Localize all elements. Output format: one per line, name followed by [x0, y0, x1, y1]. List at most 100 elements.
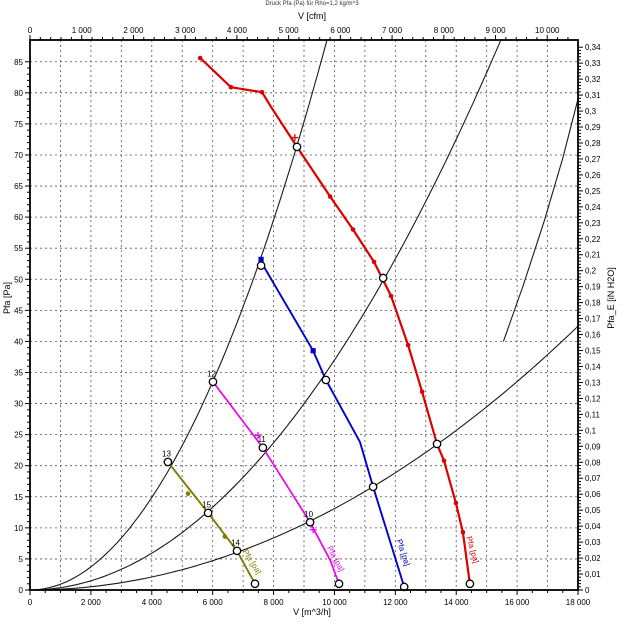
- tick-label: 4 000: [142, 598, 163, 607]
- tick-label: 12 000: [383, 598, 408, 607]
- curve-point-plus: [291, 134, 299, 141]
- operating-point-circle: [368, 482, 378, 492]
- operating-point-circle: [258, 443, 268, 453]
- tick-label: 80: [14, 89, 23, 98]
- tick-label: 0,03: [585, 538, 601, 547]
- tick-label: 0,25: [585, 187, 601, 196]
- tick-label: 0,24: [585, 203, 601, 212]
- tick-label: 25: [14, 431, 23, 440]
- tick-label: 0,18: [585, 299, 601, 308]
- tick-label: 0,11: [585, 410, 601, 419]
- tick-label: 0,07: [585, 474, 601, 483]
- tick-label: 0,08: [585, 458, 601, 467]
- tick-label: 55: [14, 244, 23, 253]
- tick-label: 0,02: [585, 554, 601, 563]
- operating-point-label: 11: [258, 435, 267, 444]
- fan-curve-red: Pfa [pa]: [197, 55, 481, 584]
- tick-label: 0,26: [585, 171, 601, 180]
- tick-label: 0,16: [585, 331, 601, 340]
- operating-point-label: 10: [304, 510, 313, 519]
- tick-label: 0,31: [585, 91, 601, 100]
- tick-label: 0,22: [585, 235, 601, 244]
- curve-point-dot: [388, 293, 394, 299]
- envelope-curve: [502, 98, 579, 342]
- tick-label: 0,14: [585, 362, 601, 371]
- operating-point-circle: [432, 439, 442, 449]
- tick-label: 0,21: [585, 251, 601, 260]
- tick-label: 2 000: [123, 26, 144, 35]
- tick-label: 85: [14, 58, 23, 67]
- operating-point-circle: [465, 579, 475, 589]
- tick-label: 0,05: [585, 506, 601, 515]
- tick-label: 16 000: [505, 598, 530, 607]
- curve-point-dot: [460, 529, 466, 535]
- operating-point-label: 13: [162, 449, 171, 458]
- operating-point-circle: [203, 508, 213, 518]
- tick-label: 0: [28, 598, 33, 607]
- tick-label: 9 000: [486, 26, 507, 35]
- fan-curve-magenta-inline-label: Pfa [pa]: [325, 544, 346, 573]
- tick-label: 10 000: [535, 26, 560, 35]
- curve-point-plus: [254, 431, 262, 439]
- tick-label: 5 000: [279, 26, 300, 35]
- curve-point-plus: [309, 526, 317, 534]
- tick-label: 6 000: [330, 26, 351, 35]
- tick-label: 0,28: [585, 139, 601, 148]
- tick-label: 60: [14, 213, 23, 222]
- tick-label: 10 000: [322, 598, 347, 607]
- curve-point-dot: [405, 342, 411, 348]
- operating-point-circle: [232, 546, 242, 556]
- bottom-axis-title: V [m^3/h]: [293, 607, 331, 617]
- tick-label: 8 000: [264, 598, 285, 607]
- fan-curve-blue-line: [260, 261, 406, 588]
- curve-point-dot: [197, 55, 203, 61]
- operating-points: 12 11 10 13 15 14: [162, 142, 475, 592]
- tick-label: 0,15: [585, 347, 601, 356]
- fan-curve-olive-inline-label: Pfa [pa]: [241, 548, 263, 576]
- tick-label: 0,34: [585, 43, 601, 52]
- curve-point-square: [258, 256, 264, 262]
- tick-label: 0,1: [585, 426, 597, 435]
- tick-label: 4 000: [227, 26, 248, 35]
- system-curve-mid: [29, 39, 502, 591]
- system-curves: [29, 39, 579, 591]
- right-axis-title: Pfa_E [iN H2O]: [606, 267, 616, 329]
- system-curve-flat: [30, 325, 579, 591]
- tick-label: 45: [14, 306, 23, 315]
- operating-point-circle: [250, 579, 260, 589]
- tick-label: 0,01: [585, 570, 601, 579]
- tick-label: 10: [14, 524, 23, 533]
- operating-point-label: 14: [231, 538, 240, 547]
- axis-ticks: 0 2 000 4 000 6 000 8 000 10 000 12 000 14 000 1…: [14, 26, 601, 607]
- system-curve-steep: [29, 39, 328, 591]
- tick-label: 14 000: [444, 598, 469, 607]
- left-axis-title: Pfa [Pa]: [2, 281, 12, 315]
- tick-label: 0,32: [585, 75, 601, 84]
- operating-point-circle: [378, 273, 388, 283]
- tick-label: 0,27: [585, 155, 601, 164]
- fan-curve-magenta-line: [212, 381, 340, 585]
- operating-point-label: 15: [202, 500, 211, 509]
- top-axis-title: V [cfm]: [297, 11, 326, 21]
- tick-label: 5: [19, 555, 24, 564]
- curve-point-dot: [441, 458, 447, 464]
- chart-title: Druck Pfa (Pa) für Rho=1,2 kg/m^3: [265, 1, 359, 7]
- tick-label: 40: [14, 337, 23, 346]
- curve-point-dot: [327, 194, 333, 199]
- tick-label: 0,17: [585, 315, 601, 324]
- tick-label: 0: [19, 586, 24, 595]
- curve-point-square: [310, 348, 316, 354]
- tick-label: 75: [14, 120, 23, 129]
- curve-point-dot: [371, 259, 377, 265]
- tick-label: 0,33: [585, 59, 601, 68]
- curve-point-dot: [350, 227, 356, 232]
- curve-point-dot: [185, 491, 191, 496]
- tick-label: 0,09: [585, 442, 601, 451]
- tick-label: 0,3: [585, 107, 597, 116]
- fan-curve-olive-line: [167, 461, 256, 585]
- tick-label: 0,2: [585, 267, 597, 276]
- tick-label: 30: [14, 400, 23, 409]
- tick-label: 0,19: [585, 283, 601, 292]
- tick-label: 0,23: [585, 219, 601, 228]
- curve-point-dot: [259, 89, 265, 95]
